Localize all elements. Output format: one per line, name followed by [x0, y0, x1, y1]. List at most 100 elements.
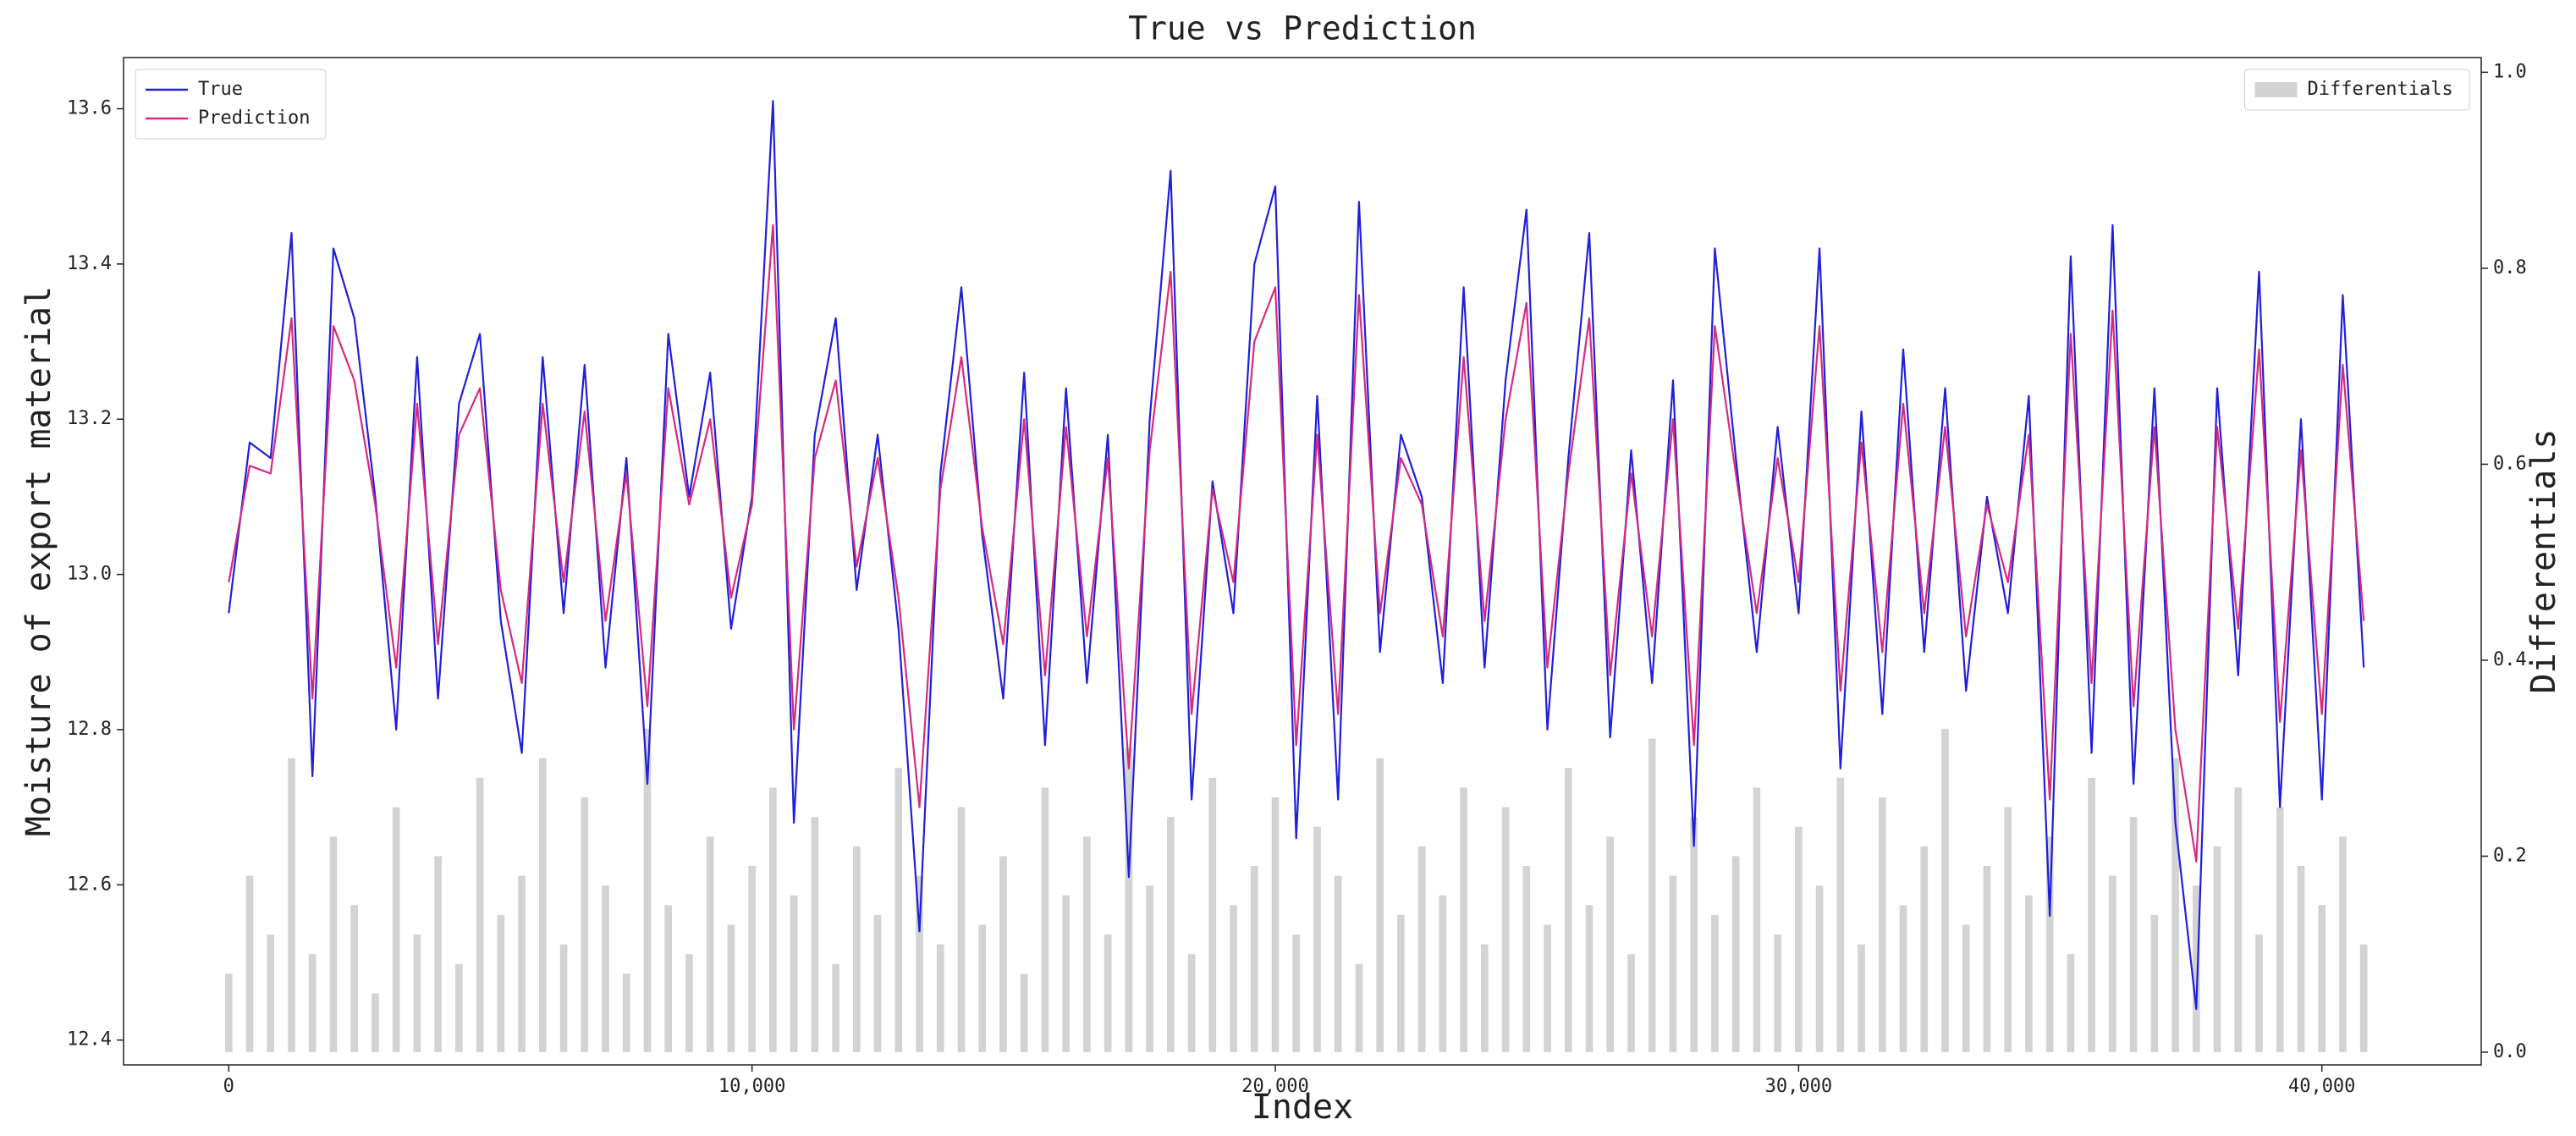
legend-label: Differentials [2308, 79, 2453, 100]
differential-bar [2129, 817, 2138, 1052]
differential-bar [350, 905, 359, 1052]
differential-bar [413, 935, 421, 1052]
differential-bar [2339, 836, 2347, 1052]
differential-bar [1878, 797, 1886, 1052]
differential-bar [1313, 826, 1321, 1052]
legend: Differentials [2244, 69, 2470, 111]
differential-bar [1690, 817, 1698, 1052]
differential-bar [224, 973, 233, 1052]
differential-bar [2067, 954, 2075, 1052]
differential-bar [1376, 758, 1384, 1052]
differential-bar [1397, 914, 1405, 1052]
differential-bar [1774, 935, 1781, 1052]
differential-bar [1795, 826, 1803, 1052]
differential-bar [978, 924, 987, 1052]
y-tick-label: 13.2 [67, 408, 112, 429]
y2-tick-label: 0.2 [2493, 845, 2527, 866]
differential-bar [1187, 954, 1196, 1052]
x-tick-label: 30,000 [1765, 1076, 1832, 1097]
differential-bar [2150, 914, 2159, 1052]
legend-box [135, 69, 327, 140]
differential-bar [790, 895, 798, 1052]
differential-bar [748, 866, 756, 1052]
differential-bar [2234, 787, 2243, 1052]
legend: True Prediction [135, 69, 327, 140]
differential-bar [2109, 875, 2116, 1052]
differential-bar [894, 768, 903, 1052]
differential-bar [1899, 905, 1907, 1052]
differential-bar [1522, 866, 1531, 1052]
differential-bar [957, 807, 966, 1052]
differential-bar [999, 856, 1007, 1052]
differential-bar [1836, 777, 1845, 1052]
x-tick-label: 20,000 [1241, 1076, 1308, 1097]
differential-bar [1334, 875, 1342, 1052]
differential-bar [1564, 768, 1572, 1052]
differential-bar [1417, 846, 1426, 1052]
differential-bar [1230, 905, 1237, 1052]
differential-bar [1125, 748, 1133, 1052]
differential-bar [1731, 856, 1740, 1052]
series-line [228, 100, 2365, 1011]
legend-swatch [2254, 82, 2298, 97]
differential-bar [1858, 944, 1865, 1052]
differential-bar [2025, 895, 2033, 1052]
differential-bar [811, 817, 819, 1052]
differential-bar [602, 885, 609, 1052]
differential-bar [476, 777, 484, 1052]
differential-bar [2088, 777, 2095, 1052]
differential-bar [622, 973, 630, 1052]
differential-bar [643, 728, 652, 1052]
y-axis-label: Moisture of export material [19, 286, 58, 836]
differential-bar [1711, 914, 1719, 1052]
differential-bar [2004, 807, 2012, 1052]
differential-bar [2297, 866, 2305, 1052]
differential-bar [1208, 777, 1217, 1052]
differential-bar [392, 807, 400, 1052]
y-tick-label: 12.4 [67, 1029, 112, 1051]
differential-bar [936, 944, 944, 1052]
differential-bar [1146, 885, 1153, 1052]
differential-bar [2213, 846, 2221, 1052]
differential-bar [1271, 797, 1280, 1052]
differential-bar [559, 944, 568, 1052]
differential-bar [1083, 836, 1091, 1052]
differential-bar [455, 963, 463, 1052]
differential-bar [2045, 836, 2054, 1052]
legend-label: True [198, 79, 243, 100]
differential-bar [706, 836, 714, 1052]
differential-bar [1481, 944, 1489, 1052]
legend-label: Prediction [198, 108, 310, 129]
differential-bar [1920, 846, 1929, 1052]
differential-bar [873, 914, 882, 1052]
differential-bar [916, 875, 923, 1052]
differential-bar [518, 875, 526, 1052]
x-tick-label: 10,000 [718, 1076, 785, 1097]
differential-bar [2359, 944, 2368, 1052]
differential-bar [1648, 738, 1656, 1052]
differential-bar [1941, 728, 1949, 1052]
y2-tick-label: 1.0 [2493, 61, 2527, 82]
y-tick-label: 12.6 [67, 874, 112, 895]
y2-axis-label: Differentials [2524, 428, 2563, 693]
differential-bar [1460, 787, 1467, 1052]
differential-bar [1020, 973, 1028, 1052]
x-tick-label: 0 [223, 1076, 234, 1097]
differential-bar [329, 836, 338, 1052]
differential-bar [538, 758, 547, 1052]
differential-bar [1544, 924, 1551, 1052]
differential-bar [308, 954, 316, 1052]
differential-bar [267, 935, 275, 1052]
x-axis-label: Index [1252, 1088, 1353, 1127]
differential-bar [2276, 807, 2284, 1052]
differential-bar [288, 758, 295, 1052]
differential-bar [1753, 787, 1761, 1052]
differential-bar [685, 954, 693, 1052]
differential-bar [245, 875, 254, 1052]
differential-bar [852, 846, 861, 1052]
differential-bar [832, 963, 839, 1052]
differential-bar [1062, 895, 1070, 1052]
differential-bar [1501, 807, 1510, 1052]
